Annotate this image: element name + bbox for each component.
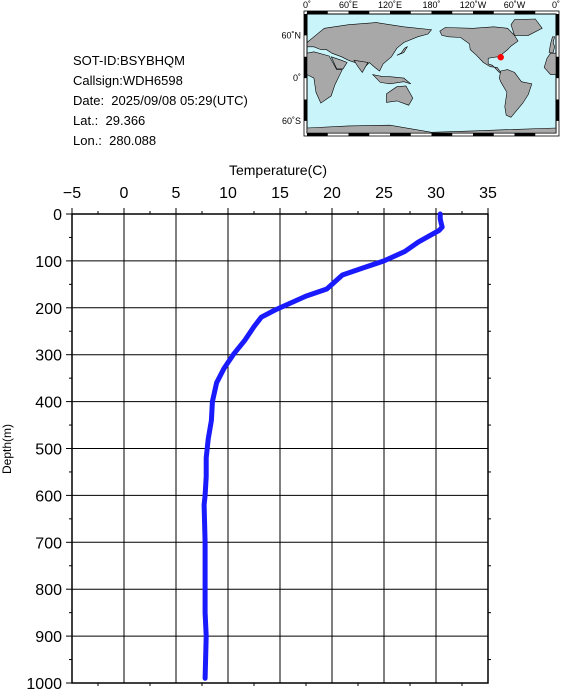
y-tick-label: 500 <box>35 442 62 459</box>
map-frame-segment <box>348 133 370 136</box>
world-map: 0˚ 60˚E 120˚E 180˚ 120˚W 60˚W 0˚ 60˚N 0˚ 60˚S <box>281 0 560 137</box>
map-lon-label: 120˚W <box>460 0 487 10</box>
land-australia <box>386 85 414 106</box>
x-tick-label: 30 <box>427 185 445 202</box>
map-frame-segment <box>307 133 328 136</box>
x-tick-label: 15 <box>271 185 289 202</box>
map-frame-segment <box>348 11 370 14</box>
map-lon-label: 0˚ <box>552 0 560 10</box>
map-frame-segment <box>473 133 494 136</box>
map-frame-segment <box>514 11 536 14</box>
location-marker <box>497 54 504 61</box>
land-south-america <box>498 69 533 118</box>
map-frame-segment <box>304 56 307 79</box>
map-lon-label: 120˚E <box>378 0 402 10</box>
map-frame-segment <box>431 133 453 136</box>
date-label: Date: 2025/09/08 05:29(UTC) <box>73 93 248 108</box>
x-tick-label: 5 <box>172 185 181 202</box>
map-frame-segment <box>473 11 494 14</box>
land-japan <box>396 46 409 56</box>
x-tick-label: 0 <box>120 185 129 202</box>
y-tick-label: 700 <box>35 535 62 552</box>
map-lon-label: 60˚E <box>339 0 358 10</box>
land-europe-east <box>548 36 555 53</box>
callsign-label: Callsign:WDH6598 <box>73 73 183 88</box>
y-tick-label: 900 <box>35 629 62 646</box>
x-tick-labels: −5 0 5 10 15 20 25 30 35 <box>63 185 497 202</box>
x-tick-label: 35 <box>479 185 497 202</box>
map-frame-segment <box>514 133 536 136</box>
map-frame-segment <box>556 56 559 79</box>
y-tick-label: 1000 <box>26 676 62 690</box>
y-tick-label: 0 <box>53 207 62 224</box>
land-arabia <box>330 56 348 70</box>
y-tick-label: 400 <box>35 395 62 412</box>
map-lon-label: 0˚ <box>303 0 311 10</box>
map-lon-label: 180˚ <box>422 0 440 10</box>
x-axis-label: Temperature(C) <box>229 162 327 178</box>
longitude-label: Lon.: 280.088 <box>73 133 157 148</box>
y-tick-label: 800 <box>35 582 62 599</box>
map-frame-segment <box>556 14 559 36</box>
map-frame-outline <box>303 10 560 137</box>
x-tick-label: −5 <box>63 185 81 202</box>
land-africa <box>306 51 343 104</box>
axes <box>66 208 491 686</box>
map-frame-segment <box>390 133 411 136</box>
y-tick-label: 200 <box>35 301 62 318</box>
x-tick-label: 20 <box>323 185 341 202</box>
land-india <box>353 59 369 73</box>
land-eurasia <box>306 22 433 72</box>
series-group <box>201 211 445 681</box>
map-frame-segment <box>556 99 559 121</box>
map-frame <box>303 10 560 137</box>
plot-frame <box>71 213 489 684</box>
land-north-america <box>439 26 519 73</box>
latitude-label: Lat.: 29.366 <box>73 113 146 128</box>
land-africa-west <box>543 52 557 75</box>
map-lat-label: 60˚S <box>282 116 301 126</box>
temperature-depth-chart: −5 0 5 10 15 20 25 30 35 01002003004005006007008… <box>0 162 497 690</box>
map-frame-segment <box>307 11 328 14</box>
y-tick-label: 300 <box>35 348 62 365</box>
map-frame-segment <box>431 11 453 14</box>
y-axis-label: Depth(m) <box>0 424 14 474</box>
y-tick-labels: 0 100 200 300 400 500 600 700 800 900 1000 <box>26 207 62 690</box>
land-indonesia <box>371 74 411 85</box>
map-lat-label: 60˚N <box>281 30 301 40</box>
sot-id-label: SOT-ID:BSYBHQM <box>73 53 185 68</box>
temperature-profile-line <box>201 211 445 681</box>
map-frame-segment <box>390 11 411 14</box>
land-greenland <box>510 18 543 36</box>
map-lon-label: 60˚W <box>504 0 526 10</box>
map-lat-label: 0˚ <box>293 73 301 83</box>
map-land <box>306 18 557 134</box>
x-tick-label: 25 <box>375 185 393 202</box>
y-tick-label: 600 <box>35 488 62 505</box>
y-tick-label: 100 <box>35 254 62 271</box>
x-tick-label: 10 <box>219 185 237 202</box>
map-frame-segment <box>304 14 307 36</box>
map-labels: 0˚ 60˚E 120˚E 180˚ 120˚W 60˚W 0˚ 60˚N 0˚ 60˚S <box>281 0 560 126</box>
map-frame-segment <box>304 99 307 121</box>
